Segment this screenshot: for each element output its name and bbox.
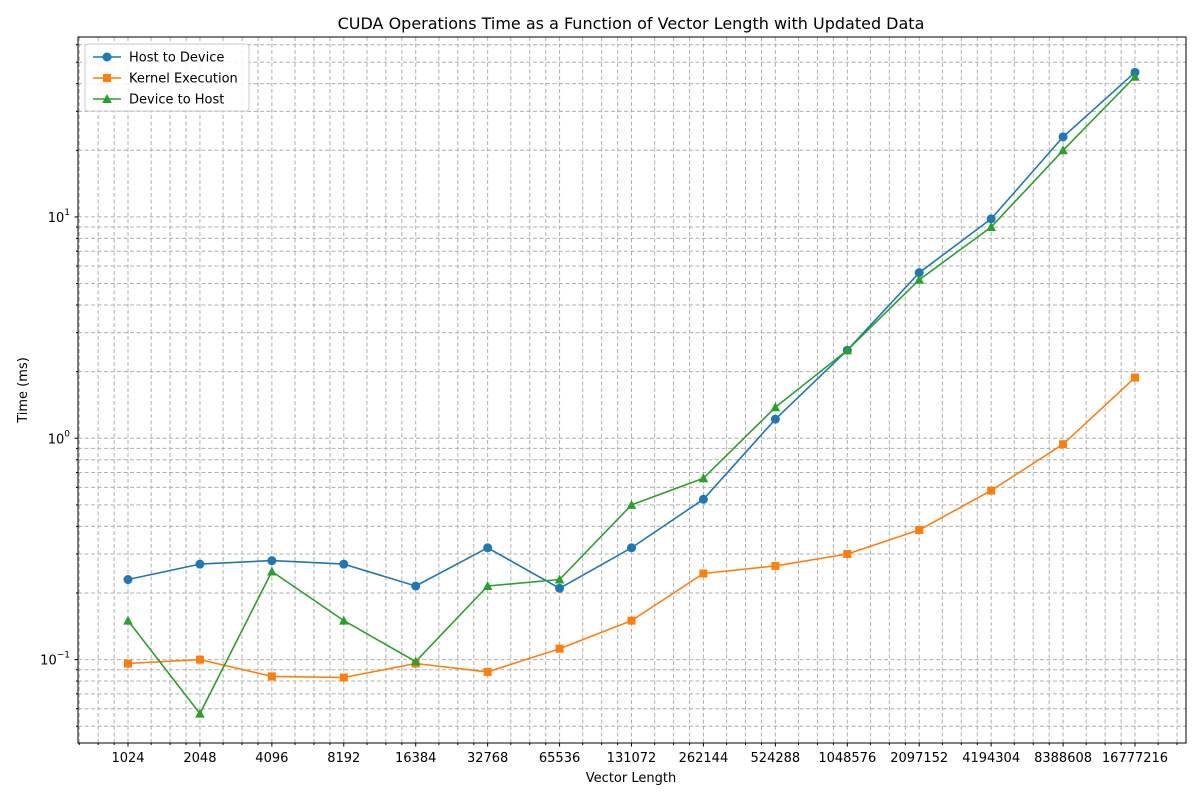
data-point (987, 486, 996, 495)
data-point (339, 673, 348, 682)
data-point (555, 583, 565, 593)
data-point (267, 672, 276, 681)
data-point (843, 550, 852, 559)
legend-item: Host to Device (93, 51, 224, 66)
data-point (124, 659, 132, 668)
data-point (770, 402, 781, 412)
data-point (410, 656, 421, 666)
x-tick-label: 262144 (679, 751, 729, 766)
data-point (627, 543, 636, 553)
series-layer (123, 67, 1140, 718)
data-point (914, 274, 925, 284)
x-tick-label: 4194304 (962, 751, 1020, 766)
x-tick-label: 8192 (327, 751, 360, 766)
data-point (554, 574, 565, 584)
data-point (411, 581, 421, 591)
x-tick-label: 4096 (255, 751, 288, 766)
x-tick-label: 65536 (539, 751, 580, 766)
legend: Host to Device Kernel Execution Device to … (84, 43, 250, 112)
x-tick-label: 2097152 (890, 751, 948, 766)
data-point (338, 615, 349, 625)
data-point (195, 559, 205, 569)
x-tick-label: 1024 (111, 751, 144, 766)
data-point (195, 655, 204, 664)
data-point (915, 526, 924, 535)
legend-item: Device to Host (93, 93, 224, 108)
data-point (698, 473, 709, 483)
x-tick-label: 2048 (183, 751, 216, 766)
series-device-to-host (123, 71, 1140, 718)
data-point (1058, 145, 1068, 155)
legend-marker (103, 74, 111, 82)
data-point (698, 494, 708, 504)
legend-item: Kernel Execution (93, 72, 238, 87)
x-tick-label: 524288 (751, 751, 801, 766)
data-point (986, 222, 996, 232)
legend-marker (102, 94, 112, 103)
data-point (770, 414, 780, 424)
data-point (123, 615, 133, 625)
x-axis: 1024 2048 4096 8192 16384 32768 65536 131072 262… (78, 743, 1178, 766)
data-point (1130, 71, 1140, 81)
data-point (123, 575, 133, 585)
data-point (627, 616, 636, 625)
legend-label: Host to Device (129, 51, 224, 66)
y-axis-label: Time (ms) (16, 357, 31, 424)
data-point (267, 566, 277, 576)
x-tick-label: 16777216 (1102, 751, 1168, 766)
data-point (195, 708, 205, 718)
y-tick-label: 100 (48, 429, 71, 447)
data-point (986, 214, 996, 224)
grid (78, 37, 1186, 743)
y-tick-label: 10−1 (40, 651, 70, 669)
legend-marker (102, 52, 112, 62)
data-point (267, 556, 277, 566)
x-tick-label: 131072 (607, 751, 657, 766)
data-point (699, 569, 708, 578)
data-point (1131, 373, 1139, 382)
chart-title: CUDA Operations Time as a Function of Ve… (338, 14, 925, 33)
legend-box (84, 43, 250, 112)
data-point (339, 559, 349, 569)
data-point (842, 345, 853, 355)
x-tick-label: 16384 (395, 751, 436, 766)
data-point (1058, 132, 1068, 142)
legend-label: Kernel Execution (129, 72, 238, 87)
y-axis: 10−1 100 101 (40, 44, 78, 727)
data-point (482, 581, 493, 591)
data-point (483, 667, 492, 676)
legend-label: Device to Host (129, 93, 224, 108)
x-tick-label: 8388608 (1034, 751, 1092, 766)
data-point (771, 561, 780, 570)
data-point (1059, 440, 1068, 449)
x-axis-label: Vector Length (586, 771, 676, 786)
x-tick-label: 32768 (467, 751, 508, 766)
data-point (483, 543, 493, 553)
data-point (914, 268, 924, 278)
x-tick-label: 1048576 (818, 751, 876, 766)
data-point (626, 499, 637, 509)
data-point (555, 644, 564, 653)
y-tick-label: 101 (48, 208, 70, 226)
